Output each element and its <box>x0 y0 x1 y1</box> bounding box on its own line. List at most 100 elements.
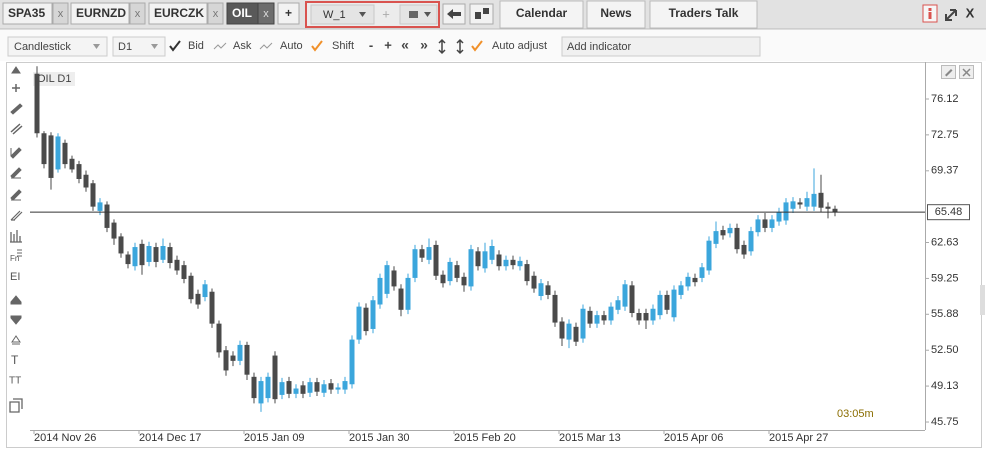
candle-body <box>433 244 439 276</box>
resize-icon[interactable] <box>945 9 957 21</box>
candle-body <box>41 133 47 165</box>
candle-body <box>293 388 299 394</box>
workspace-add[interactable]: + <box>382 6 390 21</box>
chart-type-select[interactable] <box>7 36 108 57</box>
tab-close[interactable] <box>207 2 224 25</box>
x-tick-label: 2014 Nov 26 <box>34 432 96 444</box>
tool-icon[interactable] <box>12 84 20 92</box>
tool-label[interactable]: T <box>11 353 19 367</box>
candle-body <box>342 381 348 390</box>
tool-label[interactable]: EI <box>10 271 20 283</box>
new-tab-button[interactable] <box>277 2 300 25</box>
candle-body <box>34 73 40 134</box>
layout-icon <box>409 11 418 18</box>
candle-body <box>412 249 418 278</box>
period[interactable]: D1 <box>118 41 132 53</box>
tool-icon[interactable] <box>10 123 23 135</box>
y-tick-label: 55.88 <box>931 308 959 320</box>
info-icon <box>928 8 932 11</box>
tool-icon[interactable] <box>9 398 23 413</box>
tab-close[interactable] <box>52 2 69 25</box>
candle-body <box>111 222 117 239</box>
tab-label[interactable]: SPA35 <box>8 6 45 20</box>
new-tab-label[interactable]: + <box>285 6 292 20</box>
fit-icon[interactable] <box>456 38 464 55</box>
tab[interactable] <box>2 2 53 25</box>
fit-icon[interactable] <box>438 38 446 55</box>
candle-body <box>370 300 376 329</box>
tool-icon[interactable] <box>11 335 21 345</box>
check-icon <box>169 40 181 52</box>
nav-tab[interactable] <box>586 0 646 29</box>
tab-label[interactable]: EURCZK <box>154 6 204 20</box>
x-tick-label: 2015 Jan 09 <box>244 432 305 444</box>
candle-body <box>769 219 775 228</box>
tab-close[interactable] <box>257 2 275 25</box>
window-close[interactable]: X <box>966 5 975 20</box>
nav-tab-label[interactable]: News <box>600 6 632 20</box>
candle-body <box>664 294 670 310</box>
candle-body <box>167 247 173 264</box>
candle-body <box>692 277 698 283</box>
nav-tab-label[interactable]: Calendar <box>516 6 568 20</box>
tool-icon[interactable] <box>10 147 22 159</box>
shift-toggle[interactable]: Shift <box>332 40 354 52</box>
candle-body <box>790 201 796 209</box>
tab[interactable] <box>148 2 208 25</box>
tool-icon[interactable] <box>10 103 23 115</box>
tab[interactable] <box>70 2 130 25</box>
candle-body <box>195 293 201 305</box>
scroll-left[interactable]: « <box>401 37 409 53</box>
auto-adjust-toggle[interactable]: Auto adjust <box>492 40 547 52</box>
tool-icon[interactable] <box>10 189 22 201</box>
indicator-input[interactable] <box>561 36 761 57</box>
tab-close-label[interactable]: x <box>263 8 269 20</box>
nav-tab[interactable] <box>649 0 758 29</box>
chart-type[interactable]: Candlestick <box>14 41 71 53</box>
zoom-out[interactable]: - <box>369 37 373 52</box>
tool-icon[interactable] <box>10 295 22 305</box>
candle-body <box>776 211 782 222</box>
candle-body <box>475 251 481 267</box>
tab-close-label[interactable]: x <box>58 8 64 20</box>
tool-label[interactable]: TT <box>9 376 21 387</box>
workspace-select[interactable] <box>310 4 375 25</box>
candle-body <box>356 306 362 340</box>
bid-toggle[interactable]: Bid <box>188 40 204 52</box>
tab-close[interactable] <box>129 2 146 25</box>
candle-body <box>335 387 341 390</box>
workspace-name[interactable]: W_1 <box>323 9 346 21</box>
tool-icon[interactable] <box>10 167 22 179</box>
nav-tab-label[interactable]: Traders Talk <box>669 6 739 20</box>
tab-close-label[interactable]: x <box>135 8 141 20</box>
tab-label[interactable]: EURNZD <box>76 6 126 20</box>
x-tick-label: 2015 Jan 30 <box>349 432 410 444</box>
candle-timer: 03:05m <box>837 408 874 420</box>
candle-body <box>699 267 705 278</box>
tool-label[interactable]: Fn <box>10 254 19 263</box>
candle-body <box>727 227 733 234</box>
scroll-right[interactable]: » <box>420 37 428 53</box>
auto-toggle[interactable]: Auto <box>280 40 303 52</box>
candle-body <box>251 376 257 399</box>
dropdown-arrow <box>424 12 431 17</box>
tool-icon[interactable] <box>10 315 22 325</box>
candle-body <box>559 321 565 339</box>
tool-icon[interactable] <box>10 210 23 221</box>
layout-select[interactable] <box>399 4 438 25</box>
candle-body <box>734 227 740 250</box>
panel-handle[interactable] <box>980 285 985 315</box>
nav-tab[interactable] <box>499 0 584 29</box>
period-select[interactable] <box>112 36 166 57</box>
ask-toggle[interactable]: Ask <box>233 40 252 52</box>
tab-close-label[interactable]: x <box>213 8 219 20</box>
indicator-placeholder[interactable]: Add indicator <box>567 41 632 53</box>
detach-button[interactable] <box>469 3 494 25</box>
zoom-in[interactable]: + <box>384 37 392 52</box>
candle-body <box>118 236 124 254</box>
tool-icon[interactable] <box>10 230 22 243</box>
tool-icon[interactable] <box>17 249 22 257</box>
candle-body <box>489 246 495 260</box>
tool-icon[interactable] <box>11 66 21 74</box>
tab-label[interactable]: OIL <box>232 6 252 20</box>
